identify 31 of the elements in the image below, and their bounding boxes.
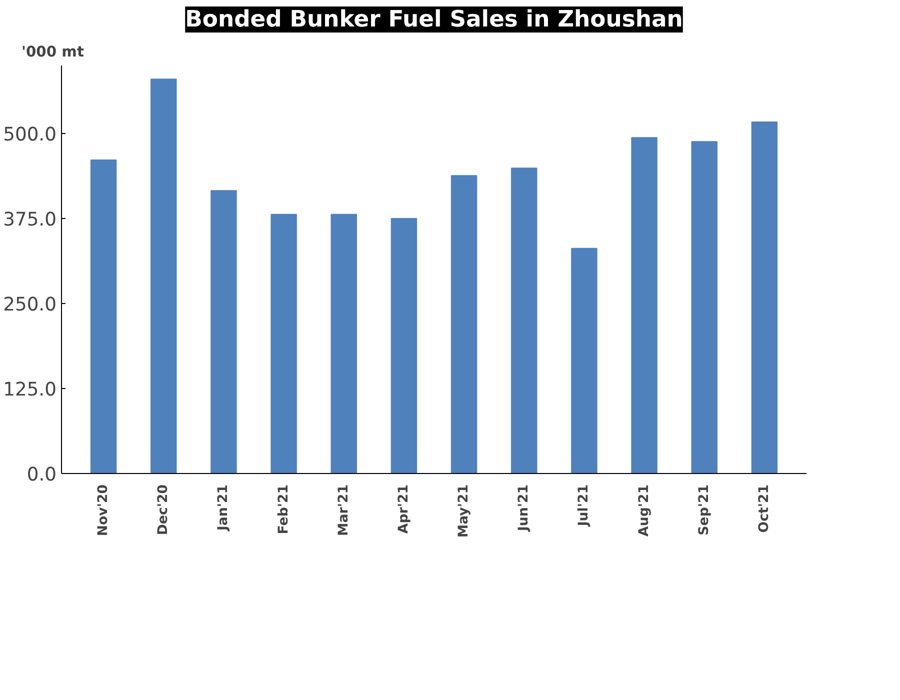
bar	[571, 248, 598, 474]
x-tick-label: Aug'21	[636, 484, 652, 536]
y-axis-title: '000 mt	[22, 44, 84, 60]
bar	[150, 78, 177, 474]
x-tick-label: Jul'21	[576, 484, 592, 528]
bar	[390, 218, 418, 474]
bar	[90, 160, 117, 474]
x-tick-label: Oct'21	[756, 484, 772, 533]
bar	[330, 214, 357, 474]
y-tick-label: 500.0	[3, 124, 57, 146]
x-tick-label: Sep'21	[696, 484, 712, 536]
x-tick-label: Mar'21	[336, 484, 352, 536]
x-tick-label: Apr'21	[396, 484, 412, 534]
bar	[691, 141, 718, 474]
x-tick-label: Nov'20	[96, 484, 112, 536]
y-tick-label: 250.0	[3, 294, 57, 316]
x-tick-label: Dec'20	[156, 484, 172, 536]
bar	[210, 190, 237, 474]
bar	[511, 168, 538, 474]
x-tick-label: Jan'21	[216, 484, 232, 532]
y-tick-label: 375.0	[3, 210, 57, 230]
y-tick-label: 125.0	[3, 380, 57, 400]
x-tick-label: May'21	[456, 484, 472, 538]
x-tick-label: Feb'21	[276, 484, 292, 534]
y-tick-label: 0.0	[26, 464, 56, 486]
chart-title: Bonded Bunker Fuel Sales in Zhoushan	[185, 6, 683, 32]
x-tick-label: Jun'21	[516, 484, 532, 532]
bar	[450, 175, 478, 474]
bar	[270, 214, 297, 474]
bar	[631, 137, 658, 474]
bar	[751, 121, 778, 474]
